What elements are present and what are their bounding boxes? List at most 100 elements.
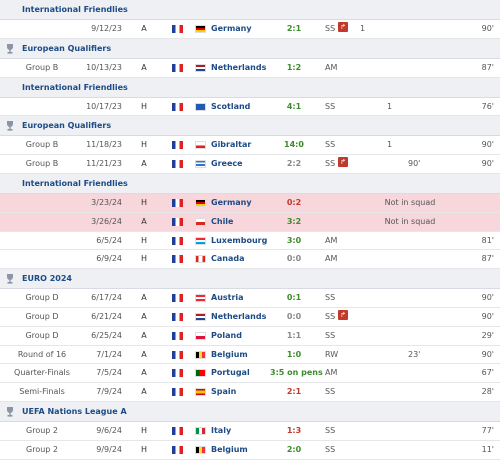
minutes-played: 67': [481, 368, 494, 378]
opponent-link[interactable]: Belgium: [211, 349, 248, 359]
position: SS: [325, 24, 336, 33]
match-result-link[interactable]: 1:2: [286, 62, 302, 72]
match-result-link[interactable]: 1:3: [286, 425, 302, 435]
match-result-link[interactable]: 14:0: [284, 140, 304, 150]
match-date[interactable]: 6/9/24: [96, 254, 122, 264]
match-row[interactable]: Group D 6/17/24 A Austria 0:1 SS 90': [0, 289, 500, 308]
match-date[interactable]: 10/17/23: [86, 101, 122, 111]
match-row[interactable]: 6/9/24 H Canada 0:0 AM 87': [0, 250, 500, 270]
opponent-link[interactable]: Austria: [211, 293, 244, 303]
round-label: Quarter-Finals: [14, 368, 70, 378]
round-label: Group 2: [26, 444, 58, 454]
opponent-link[interactable]: Netherlands: [211, 311, 267, 321]
opponent-link[interactable]: Italy: [211, 425, 232, 435]
match-result-link[interactable]: 2:2: [286, 159, 302, 169]
competition-name[interactable]: International Friendlies: [22, 178, 128, 188]
match-result-link[interactable]: 3:2: [286, 216, 302, 226]
match-date[interactable]: 3/23/24: [91, 197, 122, 207]
match-date[interactable]: 7/5/24: [96, 368, 122, 378]
round-label: Group B: [25, 140, 59, 150]
match-result-link[interactable]: 0:1: [286, 293, 302, 303]
venue-indicator: H: [140, 444, 147, 454]
competition-name[interactable]: International Friendlies: [22, 82, 128, 92]
match-row[interactable]: Group B 11/21/23 A Greece 2:2 SS ↱ 90' 90': [0, 155, 500, 174]
match-result-link[interactable]: 0:0: [286, 311, 302, 321]
competition-name[interactable]: EURO 2024: [22, 274, 72, 284]
match-row[interactable]: 10/17/23 H Scotland 4:1 SS 1 76': [0, 97, 500, 117]
match-date[interactable]: 6/5/24: [96, 235, 122, 245]
match-row[interactable]: Group D 6/25/24 A Poland 1:1 SS 29': [0, 326, 500, 346]
competition-name[interactable]: European Qualifiers: [22, 121, 112, 131]
competition-name[interactable]: European Qualifiers: [22, 43, 112, 53]
match-result-link[interactable]: 0:0: [286, 254, 302, 264]
round-label: Round of 16: [17, 349, 67, 359]
opponent-link[interactable]: Netherlands: [211, 62, 267, 72]
match-result-link[interactable]: 1:0: [286, 349, 302, 359]
match-result-link[interactable]: 4:1: [286, 101, 302, 111]
match-result-link[interactable]: 0:2: [286, 197, 302, 207]
opponent-link[interactable]: Scotland: [211, 101, 251, 111]
match-date[interactable]: 7/9/24: [96, 387, 122, 397]
sub-on-minute: 23': [408, 349, 421, 359]
france-flag: [172, 445, 183, 454]
assists: 1: [387, 140, 393, 150]
opponent-link[interactable]: Poland: [211, 330, 242, 340]
opponent-link[interactable]: Greece: [211, 159, 243, 169]
match-row[interactable]: Round of 16 7/1/24 A Belgium 1:0 RW 23' 90': [0, 345, 500, 365]
opponent-link[interactable]: Gibraltar: [211, 140, 252, 150]
match-date[interactable]: 11/21/23: [86, 159, 122, 169]
position: SS: [325, 311, 336, 321]
match-row[interactable]: Group 2 9/9/24 H Belgium 2:0 SS 11': [0, 440, 500, 460]
opponent-link[interactable]: Chile: [211, 216, 234, 226]
match-date[interactable]: 6/17/24: [91, 293, 122, 303]
venue-indicator: H: [140, 235, 147, 245]
netherlands-flag: [195, 312, 206, 321]
match-result-link[interactable]: 2:1: [286, 387, 302, 397]
match-row[interactable]: 6/5/24 H Luxembourg 3:0 AM 81': [0, 231, 500, 251]
opponent-link[interactable]: Spain: [211, 387, 237, 397]
match-row[interactable]: Group D 6/21/24 A Netherlands 0:0 SS ↱ 90': [0, 307, 500, 327]
match-date[interactable]: 9/6/24: [96, 425, 122, 435]
match-result-link[interactable]: 2:0: [286, 444, 302, 454]
opponent-link[interactable]: Germany: [211, 24, 252, 33]
opponent-link[interactable]: Luxembourg: [211, 235, 268, 245]
match-date[interactable]: 10/13/23: [86, 62, 122, 72]
match-result-link[interactable]: 2:1: [286, 24, 302, 33]
round-label: Group D: [25, 330, 59, 340]
opponent-link[interactable]: Portugal: [211, 368, 250, 378]
substituted-off-icon: ↱: [338, 157, 348, 168]
match-row[interactable]: Group B 10/13/23 A Netherlands 1:2 AM 87': [0, 58, 500, 78]
competition-name[interactable]: International Friendlies: [22, 5, 128, 14]
venue-indicator: H: [140, 101, 147, 111]
match-result-link[interactable]: 1:1: [286, 330, 302, 340]
match-row[interactable]: 9/12/23 A Germany 2:1 SS ↱ 1 90': [0, 20, 500, 39]
opponent-link[interactable]: Canada: [211, 254, 245, 264]
match-date[interactable]: 3/26/24: [91, 216, 122, 226]
match-row[interactable]: Semi-Finals 7/9/24 A Spain 2:1 SS 28': [0, 383, 500, 402]
round-label: Group D: [25, 293, 59, 303]
round-label: Semi-Finals: [19, 387, 65, 397]
match-result-link[interactable]: 3:0: [286, 235, 302, 245]
trophy-icon: [4, 43, 16, 55]
position: SS: [325, 293, 336, 303]
competition-name[interactable]: UEFA Nations League A: [22, 406, 127, 416]
match-row[interactable]: Group B 11/18/23 H Gibraltar 14:0 SS 1 90': [0, 136, 500, 156]
match-date[interactable]: 6/21/24: [91, 311, 122, 321]
opponent-link[interactable]: Germany: [211, 197, 252, 207]
match-date[interactable]: 11/18/23: [86, 140, 122, 150]
match-date[interactable]: 9/12/23: [91, 24, 122, 33]
match-row[interactable]: Quarter-Finals 7/5/24 A Portugal 3:5 on pens…: [0, 364, 500, 384]
match-result-link[interactable]: 3:5 on pens: [270, 368, 323, 378]
france-flag: [172, 141, 183, 150]
match-date[interactable]: 6/25/24: [91, 330, 122, 340]
minutes-played: 11': [481, 444, 494, 454]
match-row[interactable]: 3/23/24 H Germany 0:2 Not in squad: [0, 193, 500, 213]
france-flag: [172, 236, 183, 245]
match-row[interactable]: Group 2 9/6/24 H Italy 1:3 SS 77': [0, 421, 500, 441]
match-date[interactable]: 9/9/24: [96, 444, 122, 454]
opponent-link[interactable]: Belgium: [211, 444, 248, 454]
match-date[interactable]: 7/1/24: [96, 349, 122, 359]
spain-flag: [195, 388, 206, 397]
match-row[interactable]: 3/26/24 A Chile 3:2 Not in squad: [0, 212, 500, 232]
minutes-played: 90': [481, 311, 494, 321]
